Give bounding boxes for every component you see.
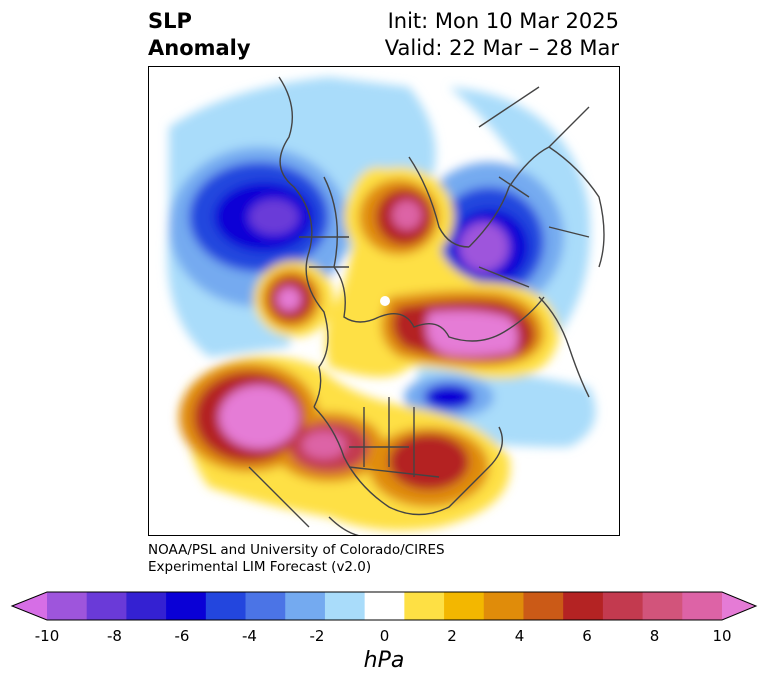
credit-block: NOAA/PSL and University of Colorado/CIRE…	[148, 542, 445, 576]
units-label: hPa	[363, 648, 405, 673]
pos-core-s	[302, 431, 346, 459]
neg-center-east-4	[459, 222, 509, 272]
init-date: Init: Mon 10 Mar 2025	[387, 9, 619, 33]
pos-red-se	[389, 434, 469, 490]
title-line-1: SLP	[148, 9, 192, 33]
colorbar	[10, 591, 758, 621]
colorbar-tick-label: 10	[712, 627, 732, 645]
figure-title: SLP Anomaly	[148, 8, 251, 62]
colorbar-extend-high	[722, 592, 756, 620]
map-svg	[167, 76, 605, 535]
valid-range: Valid: 22 Mar – 28 Mar	[384, 36, 619, 60]
neg-center-se-2	[424, 384, 474, 410]
pos-core-sw	[219, 385, 299, 449]
pos-core-central	[426, 310, 518, 357]
colorbar-segment	[245, 592, 286, 620]
colorbar-segment	[682, 592, 723, 620]
colorbar-extend-low	[12, 592, 47, 620]
neg-shade-light-2	[429, 87, 591, 372]
colorbar-segment	[444, 592, 485, 620]
north-pole-marker	[380, 296, 390, 306]
colorbar-segment	[86, 592, 127, 620]
colorbar-segment	[602, 592, 644, 620]
credit-line-1: NOAA/PSL and University of Colorado/CIRE…	[148, 542, 445, 558]
anomaly-map	[148, 66, 620, 536]
colorbar-segment	[205, 592, 247, 620]
colorbar-segment	[563, 592, 604, 620]
pos-core-north	[392, 200, 422, 230]
colorbar-segment	[285, 592, 326, 620]
colorbar-tick-label: 0	[379, 627, 390, 645]
colorbar-tick-label: -2	[309, 627, 325, 645]
colorbar-tick-label: -8	[107, 627, 122, 645]
colorbar-segment	[126, 592, 167, 620]
colorbar-segment	[364, 592, 405, 620]
colorbar-segment	[642, 592, 683, 620]
pos-core-nw	[277, 287, 301, 311]
colorbar-tick-label: 4	[514, 627, 525, 645]
colorbar-tick-label: -6	[174, 627, 190, 645]
title-line-2: Anomaly	[148, 36, 251, 60]
colorbar-tick-label: -4	[242, 627, 257, 645]
colorbar-segment	[324, 592, 366, 620]
colorbar-tick-label: 2	[447, 627, 457, 645]
credit-line-2: Experimental LIM Forecast (v2.0)	[148, 559, 372, 575]
neg-center-west-4	[249, 199, 299, 235]
colorbar-tick-label: 6	[582, 627, 592, 645]
colorbar-tick-label: 8	[649, 627, 660, 645]
colorbar-segment	[404, 592, 445, 620]
colorbar-segment	[47, 592, 88, 620]
colorbar-segment	[523, 592, 564, 620]
colorbar-tick-label: -10	[34, 627, 60, 645]
colorbar-segment	[483, 592, 524, 620]
forecast-dates: Init: Mon 10 Mar 2025 Valid: 22 Mar – 28…	[385, 8, 619, 62]
coastlines	[248, 76, 605, 535]
colorbar-segment	[166, 592, 207, 620]
